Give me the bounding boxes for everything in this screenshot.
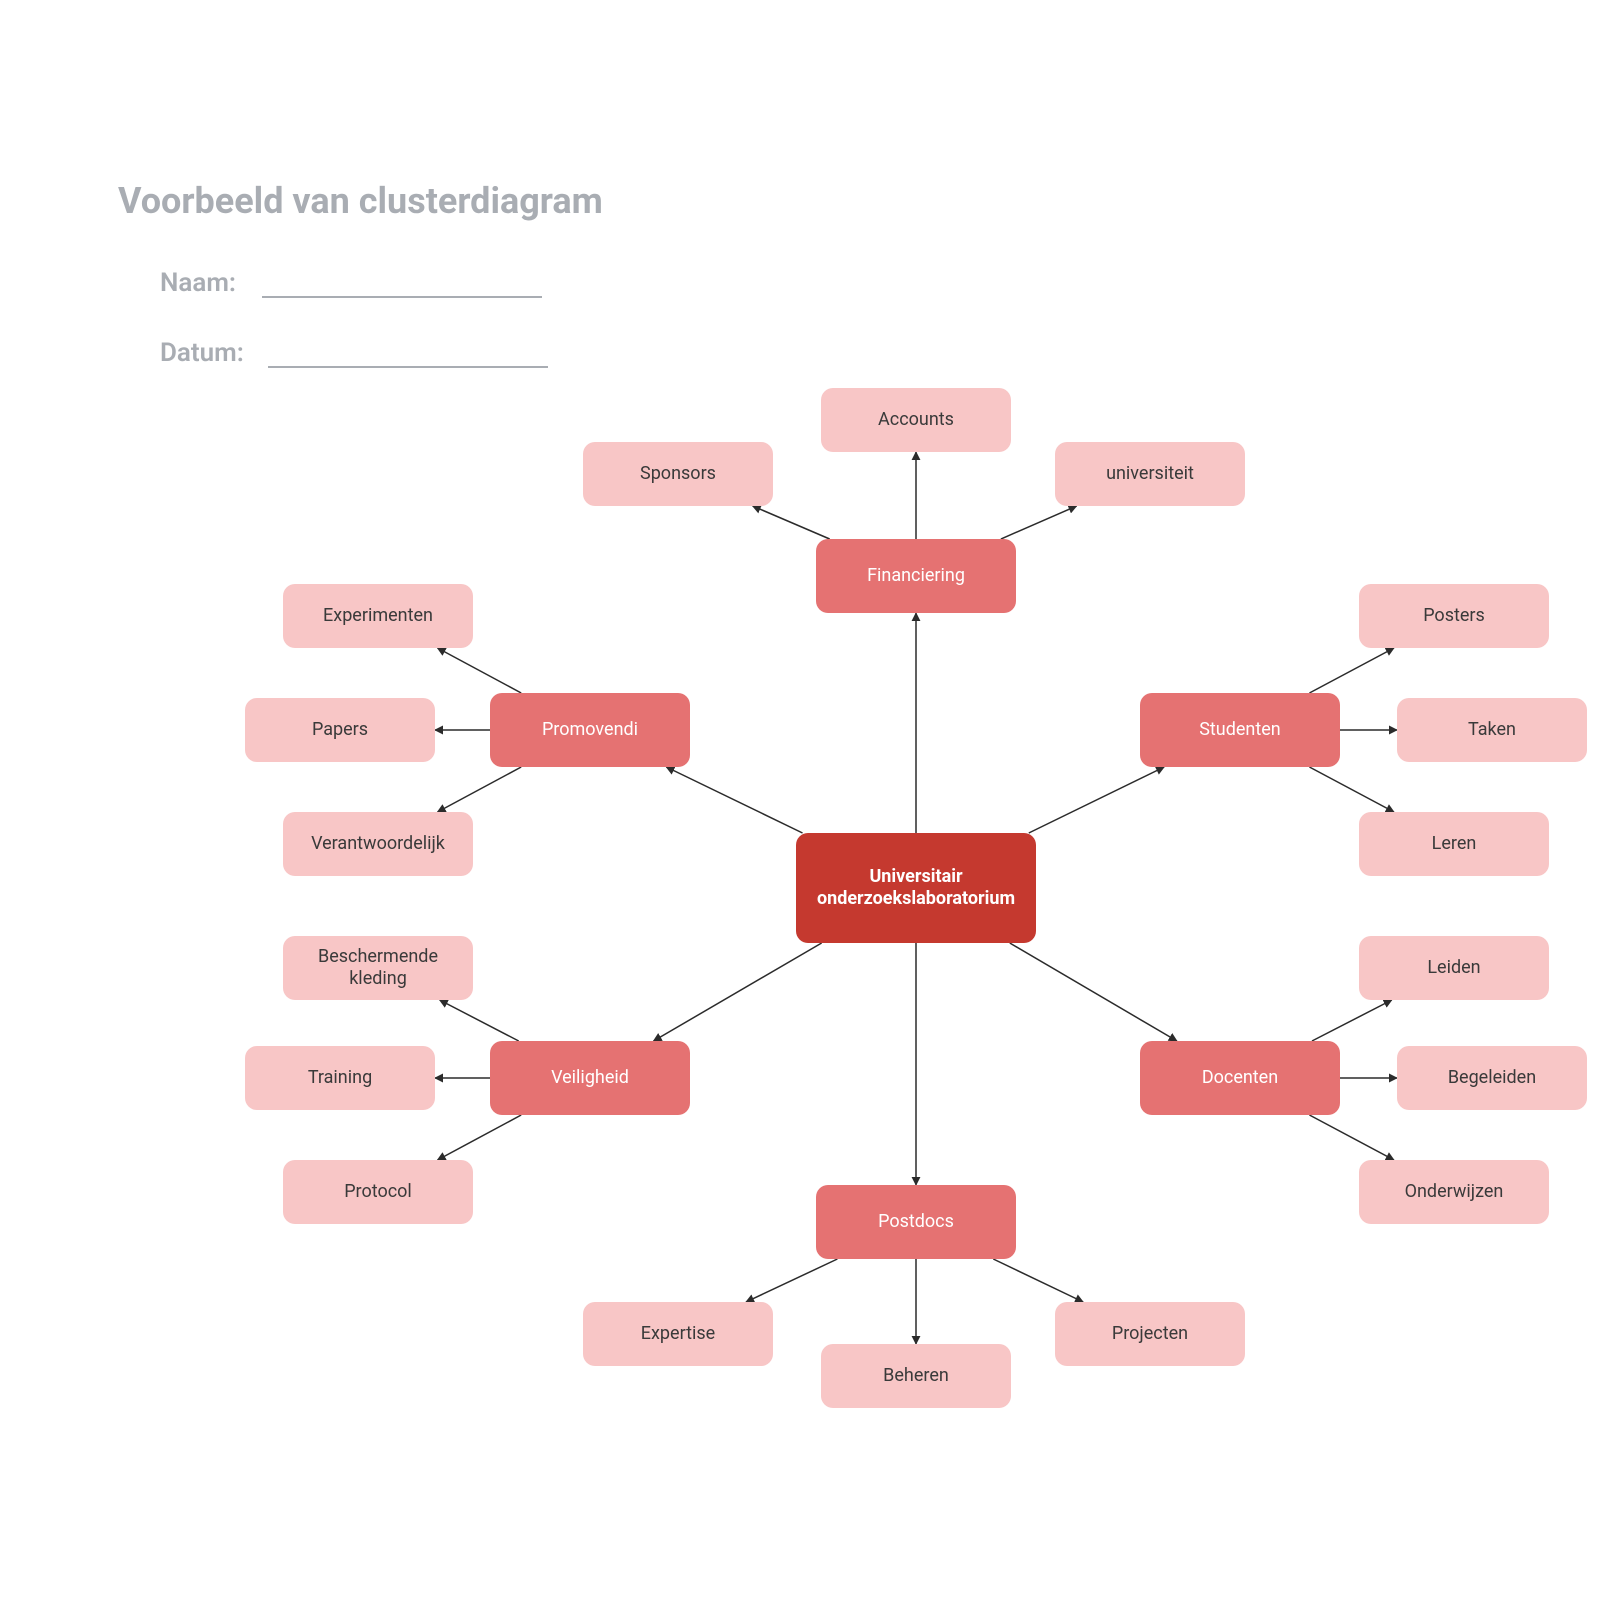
edge-financiering-sponsors xyxy=(753,506,830,539)
node-label-accounts: Accounts xyxy=(878,409,954,432)
edge-promovendi-verantw xyxy=(438,767,522,812)
node-label-verantw: Verantwoordelijk xyxy=(311,833,445,856)
form-label-naam: Naam: xyxy=(160,268,236,298)
page-title: Voorbeeld van clusterdiagram xyxy=(118,180,603,222)
node-label-beheren: Beheren xyxy=(883,1365,949,1388)
node-label-financiering: Financiering xyxy=(867,565,965,588)
node-label-protocol: Protocol xyxy=(344,1181,412,1204)
node-label-protkleding: Beschermende kleding xyxy=(291,946,465,991)
edge-center-veiligheid xyxy=(653,943,821,1041)
node-accounts: Accounts xyxy=(821,388,1011,452)
node-label-center: Universitair onderzoekslaboratorium xyxy=(804,866,1028,911)
node-label-training: Training xyxy=(308,1067,372,1090)
node-projecten: Projecten xyxy=(1055,1302,1245,1366)
node-label-postdocs: Postdocs xyxy=(878,1211,954,1234)
node-label-expertise: Expertise xyxy=(641,1323,715,1346)
node-label-papers: Papers xyxy=(312,719,368,742)
edge-financiering-universiteit xyxy=(1001,506,1077,539)
edge-studenten-leren xyxy=(1309,767,1393,812)
node-protkleding: Beschermende kleding xyxy=(283,936,473,1000)
edge-veiligheid-protkleding xyxy=(440,1000,519,1041)
node-training: Training xyxy=(245,1046,435,1110)
node-docenten: Docenten xyxy=(1140,1041,1340,1115)
node-universiteit: universiteit xyxy=(1055,442,1245,506)
node-beheren: Beheren xyxy=(821,1344,1011,1408)
node-experimenten: Experimenten xyxy=(283,584,473,648)
edge-center-promovendi xyxy=(666,767,802,833)
node-center: Universitair onderzoekslaboratorium xyxy=(796,833,1036,943)
node-posters: Posters xyxy=(1359,584,1549,648)
node-label-universiteit: universiteit xyxy=(1106,463,1194,486)
node-protocol: Protocol xyxy=(283,1160,473,1224)
node-label-posters: Posters xyxy=(1423,605,1485,628)
node-label-leiden: Leiden xyxy=(1427,957,1480,980)
edge-docenten-onderwijzen xyxy=(1309,1115,1393,1160)
node-label-begeleiden: Begeleiden xyxy=(1448,1067,1536,1090)
node-verantw: Verantwoordelijk xyxy=(283,812,473,876)
edge-center-docenten xyxy=(1010,943,1177,1041)
edge-center-studenten xyxy=(1029,767,1164,833)
node-papers: Papers xyxy=(245,698,435,762)
node-label-veiligheid: Veiligheid xyxy=(551,1067,629,1090)
node-label-sponsors: Sponsors xyxy=(640,463,716,486)
node-label-leren: Leren xyxy=(1432,833,1477,856)
edge-veiligheid-protocol xyxy=(438,1115,522,1160)
form-line-datum xyxy=(268,366,548,368)
edge-promovendi-experimenten xyxy=(438,648,522,693)
form-line-naam xyxy=(262,296,542,298)
node-sponsors: Sponsors xyxy=(583,442,773,506)
node-label-studenten: Studenten xyxy=(1199,719,1281,742)
node-promovendi: Promovendi xyxy=(490,693,690,767)
node-expertise: Expertise xyxy=(583,1302,773,1366)
edge-docenten-leiden xyxy=(1312,1000,1392,1041)
node-taken: Taken xyxy=(1397,698,1587,762)
edge-studenten-posters xyxy=(1309,648,1393,693)
node-financiering: Financiering xyxy=(816,539,1016,613)
form-label-datum: Datum: xyxy=(160,338,244,368)
node-onderwijzen: Onderwijzen xyxy=(1359,1160,1549,1224)
node-label-onderwijzen: Onderwijzen xyxy=(1405,1181,1504,1204)
edge-postdocs-projecten xyxy=(993,1259,1083,1302)
node-veiligheid: Veiligheid xyxy=(490,1041,690,1115)
node-label-docenten: Docenten xyxy=(1202,1067,1278,1090)
node-label-experimenten: Experimenten xyxy=(323,605,433,628)
node-postdocs: Postdocs xyxy=(816,1185,1016,1259)
diagram-edges xyxy=(0,0,1600,1600)
edge-postdocs-expertise xyxy=(746,1259,837,1302)
node-label-taken: Taken xyxy=(1468,719,1516,742)
node-label-projecten: Projecten xyxy=(1112,1323,1188,1346)
node-label-promovendi: Promovendi xyxy=(542,719,638,742)
node-studenten: Studenten xyxy=(1140,693,1340,767)
node-begeleiden: Begeleiden xyxy=(1397,1046,1587,1110)
node-leren: Leren xyxy=(1359,812,1549,876)
node-leiden: Leiden xyxy=(1359,936,1549,1000)
